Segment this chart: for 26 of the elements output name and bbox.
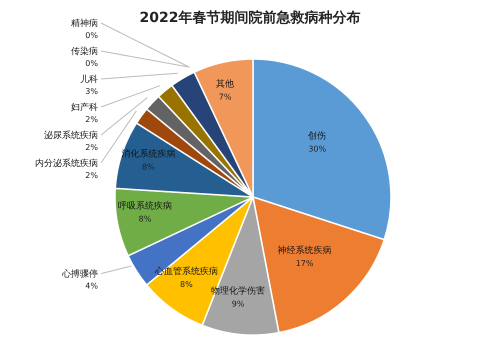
data-label: 4% bbox=[85, 282, 98, 291]
data-label: 7% bbox=[218, 92, 232, 102]
slice-label: 神经系统疾病 bbox=[278, 245, 332, 256]
data-label: 8% bbox=[138, 214, 152, 224]
category-label: 传染病 bbox=[71, 47, 98, 57]
text: 0% bbox=[85, 31, 98, 40]
slice-label: 心搏骤停 bbox=[61, 268, 98, 280]
data-label: 2% bbox=[85, 143, 98, 152]
data-label: 8% bbox=[142, 162, 155, 172]
data-label: 2% bbox=[85, 115, 98, 124]
slice-label: 泌尿系统疾病 bbox=[44, 130, 98, 141]
data-label: 2% bbox=[85, 171, 98, 180]
chart-title: 2022年春节期间院前急救病种分布 bbox=[140, 9, 360, 26]
slice-label: 其他 bbox=[216, 78, 234, 90]
data-label: 17% bbox=[296, 259, 314, 268]
data-label: 9% bbox=[232, 299, 245, 308]
category-label: 精神病 bbox=[71, 19, 98, 29]
slice-label: 内分泌系统疾病 bbox=[35, 158, 98, 169]
data-label: 3% bbox=[85, 87, 98, 96]
slice-label: 创伤 bbox=[308, 130, 326, 142]
slice-label: 儿科 bbox=[80, 74, 98, 85]
text: 0% bbox=[85, 59, 98, 68]
data-label: 8% bbox=[180, 280, 194, 289]
slice-label: 呼吸系统疾病 bbox=[118, 200, 172, 212]
data-label: 30% bbox=[308, 144, 327, 154]
slice-label: 妇产科 bbox=[71, 102, 98, 113]
